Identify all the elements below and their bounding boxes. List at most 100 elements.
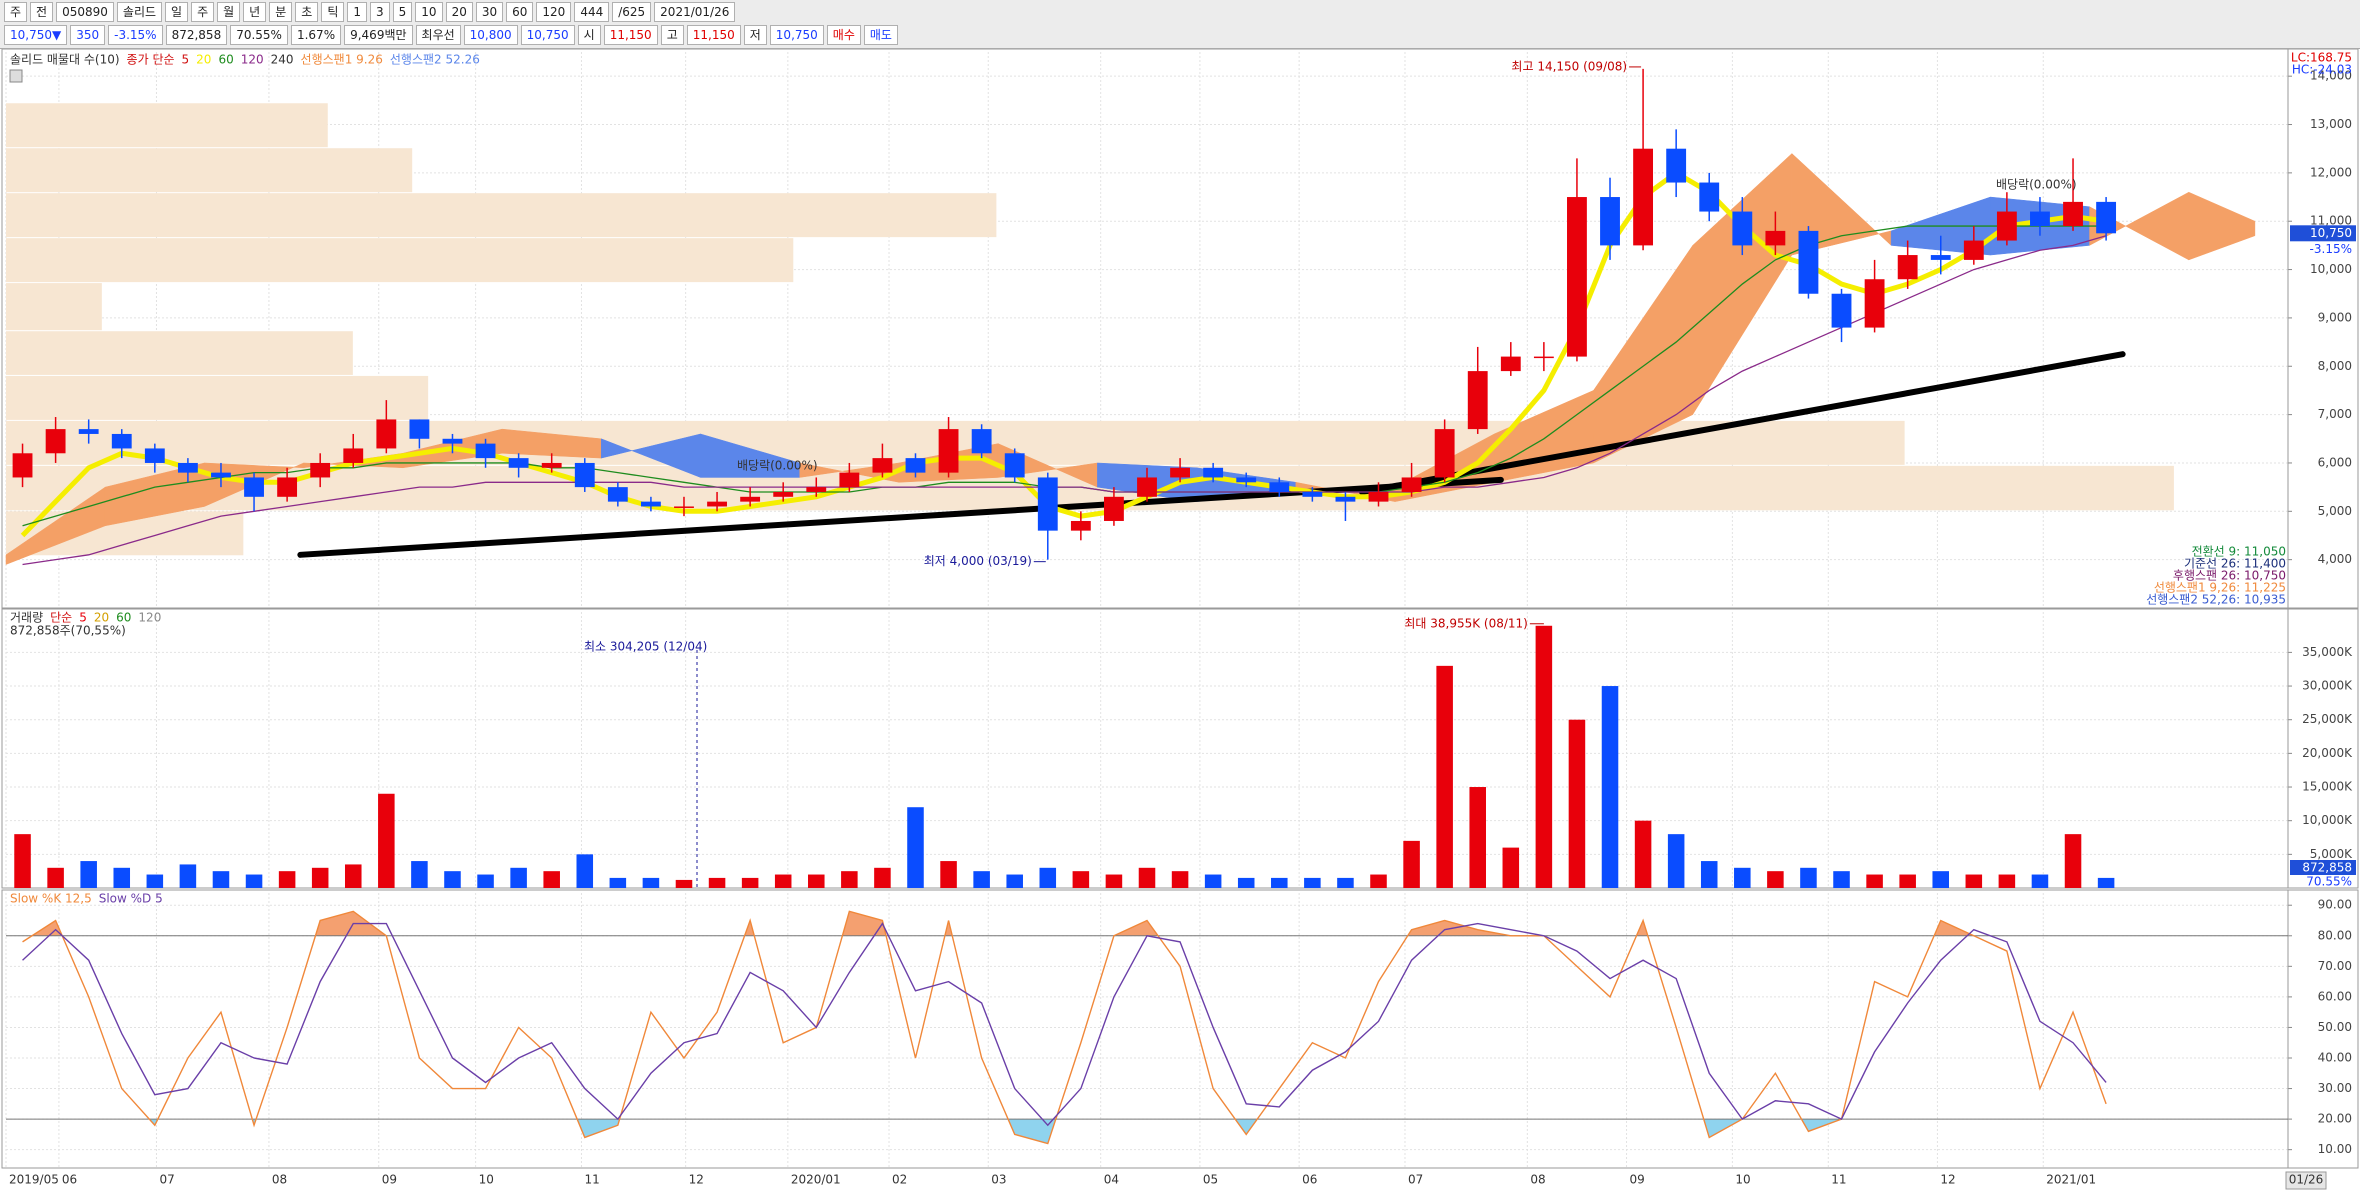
volume-profile-bar [6, 148, 413, 193]
volume-bar [708, 877, 726, 888]
candle-body [1203, 467, 1224, 478]
candle-body [376, 419, 397, 449]
volume-bar [179, 864, 197, 888]
toolbar-item[interactable]: 초 [295, 1, 319, 22]
volume-profile-bar [6, 331, 353, 375]
toolbar-item[interactable]: 솔리드 [116, 1, 163, 22]
toolbar-item[interactable]: 년 [243, 1, 267, 22]
volume-bar [1998, 874, 2016, 888]
volume-bar [841, 871, 858, 888]
volume-profile-bar [6, 238, 794, 283]
volume-bar [1039, 867, 1057, 888]
candle-body [740, 496, 761, 502]
toolbar-item[interactable]: 2021/01/26 [654, 1, 736, 22]
candle-body [1401, 477, 1422, 492]
y-tick-label: 20,000K [2302, 746, 2353, 760]
candle-body [12, 453, 33, 478]
volume-bar [444, 871, 461, 888]
toolbar-item[interactable]: 050890 [56, 1, 114, 22]
stochastic-line [22, 922, 2107, 1127]
candle-body [144, 448, 165, 463]
toolbar-item[interactable]: 월 [217, 1, 241, 22]
x-tick-label: 07 [159, 1173, 174, 1187]
toolbar-item[interactable]: 주 [191, 1, 215, 22]
toolbar-item[interactable]: 주 [4, 1, 28, 22]
toolbar-item[interactable]: /625 [612, 1, 652, 22]
toolbar-item[interactable]: 3 [370, 1, 390, 22]
volume-bar [1535, 625, 1553, 888]
toolbar-item: 1.67% [290, 24, 342, 45]
annotation: 배당락(0.00%) [1996, 178, 2077, 192]
candle-body [1567, 197, 1587, 357]
candle-body [1600, 197, 1620, 246]
legend-text: 120 [138, 611, 161, 625]
candle-body [1269, 482, 1290, 492]
candle-body [1037, 477, 1058, 531]
y-tick-label: 10,000 [2310, 262, 2352, 276]
y-tick-label: 7,000 [2318, 407, 2352, 421]
info-row: 10,750▼ 350 -3.15% 872,858 70.55% 1.67% 9,469백… [0, 23, 2360, 46]
toolbar-item[interactable]: 20 [445, 1, 473, 22]
toolbar-item[interactable]: 틱 [321, 1, 345, 22]
candle-body [1897, 255, 1918, 280]
x-tick-label: 2021/01 [2046, 1173, 2096, 1187]
toolbar-item[interactable]: 분 [269, 1, 293, 22]
toolbar-item[interactable]: 120 [536, 1, 572, 22]
volume-bar [510, 867, 527, 888]
candle-body [45, 429, 66, 454]
toolbar-item[interactable]: 전 [30, 1, 54, 22]
candle-body [1302, 491, 1323, 497]
toolbar-item[interactable]: 60 [506, 1, 534, 22]
candle-body [607, 487, 628, 502]
panel-frame [1, 48, 2359, 609]
volume-bar [1304, 877, 1321, 888]
volume-bar [1932, 871, 1950, 888]
legend-text: 5 [182, 53, 190, 67]
y-tick-label: 40.00 [2318, 1051, 2352, 1065]
toolbar-item: 11,150 [603, 24, 658, 45]
toolbar-item[interactable]: 10 [415, 1, 443, 22]
volume-bar [1171, 871, 1189, 888]
candle-body [1236, 477, 1257, 483]
candle-body [1963, 240, 1984, 260]
volume-bar [1866, 874, 1883, 888]
candle-body [1533, 356, 1554, 359]
cursor-date: 01/26 [2289, 1173, 2324, 1187]
legend-text: 872,858주(70,55%) [10, 624, 126, 638]
volume-bar [1370, 874, 1387, 888]
volume-bar [675, 879, 693, 888]
volume-bar [1700, 861, 1718, 888]
moving-average [20, 169, 2107, 538]
candle-body [1633, 148, 1654, 246]
candle-body [211, 472, 231, 478]
x-tick-label: 08 [1530, 1173, 1545, 1187]
toolbar-item[interactable]: 매수 [826, 24, 861, 45]
right-label: HC:-24.03 [2292, 63, 2352, 77]
y-tick-label: 5,000 [2318, 504, 2352, 518]
volume-bar [245, 874, 263, 888]
toolbar-item[interactable]: 30 [475, 1, 504, 22]
y-tick-label: 13,000 [2310, 117, 2352, 131]
toolbar-item[interactable]: 444 [574, 1, 610, 22]
toolbar-row: 주 전 050890 솔리드 일 주 월 년 분 초 틱 1 3 5 10 20 30 60 120 444/625 2… [0, 0, 2360, 23]
volume-bar [80, 861, 97, 888]
x-tick-label: 10 [1735, 1173, 1750, 1187]
y-tick-label: 20.00 [2318, 1112, 2352, 1126]
volume-profile-bar [6, 193, 997, 238]
toolbar-item: 10,750▼ [4, 24, 68, 45]
volume-bar [973, 871, 990, 888]
y-tick-label: 5,000K [2310, 847, 2353, 861]
last-ratio: 70.55% [2306, 875, 2352, 889]
candle-body [574, 462, 595, 488]
legend-text: 20 [196, 53, 211, 67]
toolbar-item[interactable]: 5 [392, 1, 413, 22]
last-change: -3.15% [2310, 242, 2352, 256]
volume-bar [1899, 874, 1916, 888]
legend-text: 60 [218, 53, 233, 67]
toolbar-item[interactable]: 1 [347, 1, 367, 22]
toggle-box [9, 69, 23, 83]
x-tick-label: 09 [1630, 1173, 1645, 1187]
toolbar-item[interactable]: 매도 [863, 24, 898, 45]
toolbar-item[interactable]: 일 [165, 1, 189, 22]
